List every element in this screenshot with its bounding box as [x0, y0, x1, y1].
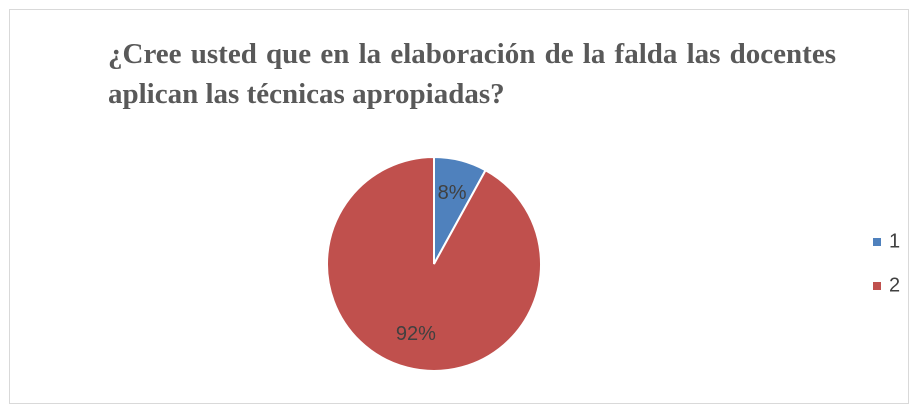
data-label: 92% [396, 323, 436, 345]
legend-swatch [873, 282, 881, 290]
chart-frame [9, 9, 909, 404]
data-label: 8% [438, 182, 467, 204]
legend-label: 1 [889, 230, 900, 252]
legend-label: 2 [889, 274, 900, 296]
legend-swatch [873, 238, 881, 246]
chart-title: ¿Cree usted que en la elaboración de la … [108, 38, 836, 110]
pie-slice [326, 155, 542, 372]
